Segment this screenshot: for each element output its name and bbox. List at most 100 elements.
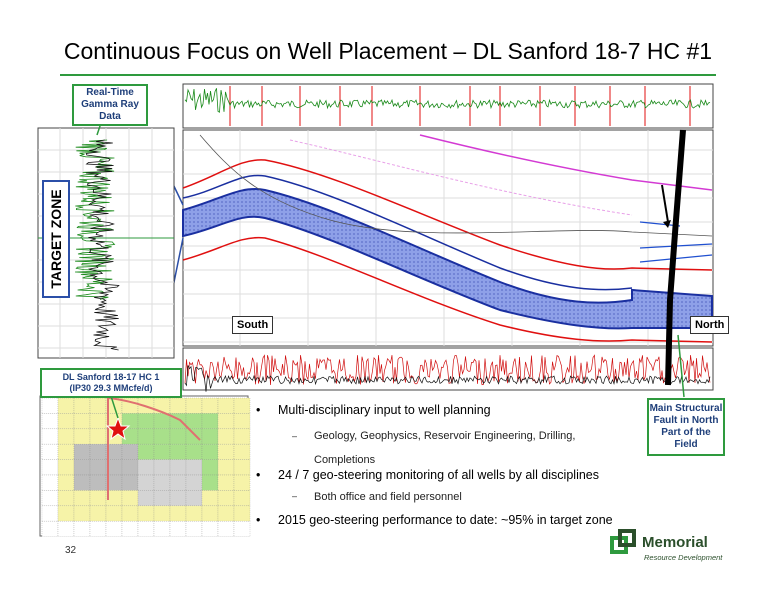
map-cell [41, 490, 59, 506]
fault-pointer [677, 334, 685, 398]
map-cell [185, 521, 203, 537]
map-cell [41, 474, 59, 491]
map-cell [41, 444, 59, 460]
bullet-text: 2015 geo-steering performance to date: ~… [278, 513, 613, 527]
gamma-markers [229, 86, 691, 126]
map-cell [105, 521, 123, 537]
fault-arrow-head [663, 220, 671, 228]
bullet-text: Multi-disciplinary input to well plannin… [278, 403, 491, 417]
south-label: South [232, 316, 274, 334]
map-cell [57, 459, 75, 476]
map-cell [89, 413, 107, 429]
sub-bullet: Both office and field personnel [292, 491, 462, 503]
map-cell [169, 490, 187, 506]
map-cell [73, 521, 91, 537]
map-cell [73, 428, 91, 445]
map-cell [137, 474, 155, 491]
fault-line [665, 129, 686, 386]
map-cell [169, 428, 187, 445]
map-cell [57, 521, 75, 537]
map-cell [73, 474, 91, 491]
target-zone-box: TARGET ZONE [42, 180, 70, 298]
map-cell [137, 505, 155, 522]
map-cell [185, 490, 203, 506]
bullet-text: 24 / 7 geo-steering monitoring of all we… [278, 468, 599, 482]
map-cell [121, 444, 139, 460]
map-cell [137, 428, 155, 445]
map-cell [217, 505, 235, 522]
map-cell [233, 413, 251, 429]
map-cell [169, 444, 187, 460]
map-cell [89, 505, 107, 522]
bullet: 2015 geo-steering performance to date: ~… [256, 513, 613, 527]
map-cell [233, 521, 251, 537]
map-cell [233, 459, 251, 476]
bullet: Multi-disciplinary input to well plannin… [256, 403, 491, 417]
map-cell [185, 459, 203, 476]
map-cell [89, 490, 107, 506]
map-cell [153, 428, 171, 445]
map-cell [233, 490, 251, 506]
map-cell [41, 521, 59, 537]
map-cell [105, 444, 123, 460]
map-cell [185, 474, 203, 491]
map-cell [73, 505, 91, 522]
well-callout: DL Sanford 18-17 HC 1 (IP30 29.3 MMcfe/d) [40, 368, 182, 398]
map-cell [137, 413, 155, 429]
lower-trace [184, 354, 711, 386]
map-cell [217, 474, 235, 491]
map-cell [217, 444, 235, 460]
map-cell [217, 459, 235, 476]
map-cell [217, 428, 235, 445]
map-cell [185, 397, 203, 414]
north-label: North [690, 316, 730, 334]
map-cell [57, 490, 75, 506]
map-cell [89, 444, 107, 460]
map-cell [89, 474, 107, 491]
map-cell [105, 474, 123, 491]
map-cell [137, 444, 155, 460]
bullet: 24 / 7 geo-steering monitoring of all we… [256, 468, 599, 482]
map-cell [137, 459, 155, 476]
map-cell [121, 459, 139, 476]
map-cell [169, 459, 187, 476]
map-cell [153, 521, 171, 537]
target-zone-band [182, 188, 713, 330]
map-cell [201, 505, 219, 522]
fault-callout: Main Structural Fault in North Part of t… [647, 398, 725, 456]
map-cell [217, 413, 235, 429]
cross-section [182, 129, 714, 347]
log-trace [85, 139, 120, 351]
map-cells [41, 397, 251, 537]
well-star [105, 416, 131, 441]
well-ip: (IP30 29.3 MMcfe/d) [69, 383, 153, 393]
map-cell [153, 505, 171, 522]
map-cell [153, 413, 171, 429]
map-cell [57, 444, 75, 460]
map-cell [185, 444, 203, 460]
gamma-callout: Real-Time Gamma Ray Data [72, 84, 148, 126]
map-cell [121, 521, 139, 537]
page-number: 32 [65, 545, 77, 556]
slide-title: Continuous Focus on Well Placement – DL … [63, 38, 713, 64]
map-cell [153, 490, 171, 506]
gamma-trace [184, 88, 711, 113]
map-cell [73, 397, 91, 414]
map-cell [57, 428, 75, 445]
map-cell [137, 521, 155, 537]
map-cell [89, 521, 107, 537]
map-road [107, 397, 201, 500]
map-cell [41, 397, 59, 414]
map-cell [201, 397, 219, 414]
map-cell [153, 474, 171, 491]
logo-name: Memorial [642, 534, 708, 551]
well-name: DL Sanford 18-17 HC 1 [62, 372, 160, 382]
map-cell [105, 459, 123, 476]
well-path [199, 134, 713, 237]
logo-mark [618, 529, 636, 547]
map-cell [57, 474, 75, 491]
map-cell [73, 413, 91, 429]
map-cell [201, 474, 219, 491]
sub-bullet: Geology, Geophysics, Reservoir Engineeri… [292, 424, 612, 472]
